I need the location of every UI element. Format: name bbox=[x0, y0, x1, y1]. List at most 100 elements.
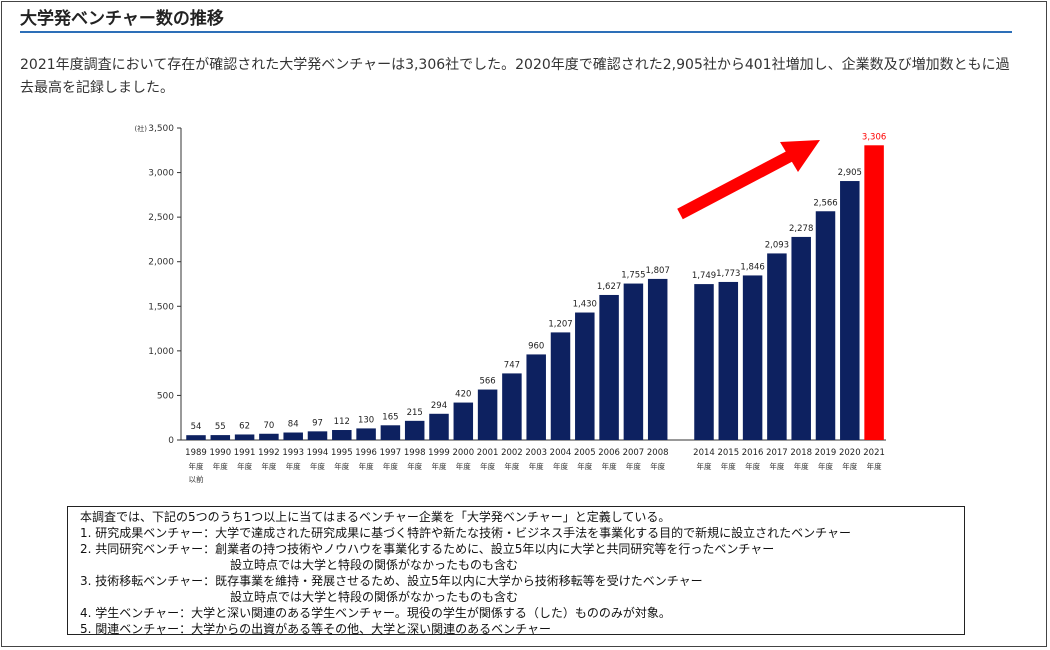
bar-2008 bbox=[647, 278, 668, 440]
title-underline bbox=[20, 31, 1012, 33]
bar-1992 bbox=[259, 433, 279, 440]
x-tick-label-2000: 2000 bbox=[452, 448, 474, 458]
bar-2016 bbox=[742, 275, 763, 440]
x-tick-label-2008: 2008 bbox=[647, 448, 669, 458]
x-tick-sublabel-2014: 年度 bbox=[697, 461, 712, 471]
x-tick-label-1994: 1994 bbox=[307, 448, 329, 458]
value-label-2008: 1,807 bbox=[646, 266, 670, 276]
x-tick-label-2017: 2017 bbox=[766, 448, 788, 458]
note-line: 2. 共同研究ベンチャー：創業者の持つ技術やノウハウを事業化するために、設立5年… bbox=[80, 542, 775, 556]
y-tick-label: 2,500 bbox=[148, 213, 174, 223]
x-tick-label-1989: 1989 bbox=[185, 448, 207, 458]
y-tick-label: 3,000 bbox=[148, 169, 174, 179]
value-label-2019: 2,566 bbox=[813, 198, 837, 208]
value-label-2014: 1,749 bbox=[692, 271, 716, 281]
x-tick-sublabel-2002: 年度 bbox=[504, 461, 519, 471]
y-tick-label: 1,000 bbox=[148, 347, 174, 357]
bar-2019 bbox=[815, 211, 836, 440]
note-line: 本調査では、下記の5つのうち1つ以上に当てはまるベンチャー企業を「大学発ベンチャ… bbox=[80, 510, 671, 524]
value-label-1996: 130 bbox=[358, 415, 374, 425]
x-tick-label-2020: 2020 bbox=[839, 448, 861, 458]
bar-2015 bbox=[718, 281, 739, 440]
value-label-2001: 566 bbox=[479, 377, 495, 387]
bar-2001 bbox=[477, 389, 498, 440]
x-tick-sublabel-2005: 年度 bbox=[577, 461, 592, 471]
x-tick-label-1999: 1999 bbox=[428, 448, 450, 458]
value-label-1999: 294 bbox=[431, 401, 447, 411]
x-tick-sublabel-1990: 年度 bbox=[213, 461, 228, 471]
x-tick-label-2001: 2001 bbox=[477, 448, 499, 458]
value-label-2018: 2,278 bbox=[789, 224, 813, 234]
x-tick-label-2006: 2006 bbox=[598, 448, 620, 458]
x-tick-label-2015: 2015 bbox=[717, 448, 739, 458]
bar-2021 bbox=[864, 145, 884, 441]
x-tick-sublabel-2006: 年度 bbox=[602, 461, 617, 471]
x-tick-sublabel-2017: 年度 bbox=[769, 461, 784, 471]
x-tick-sublabel-1995: 年度 bbox=[334, 461, 349, 471]
bar-1996 bbox=[356, 428, 376, 440]
value-label-2005: 1,430 bbox=[573, 300, 597, 310]
value-label-2020: 2,905 bbox=[838, 168, 862, 178]
intro-paragraph: 2021年度調査において存在が確認された大学発ベンチャーは3,306社でした。2… bbox=[20, 57, 1010, 96]
x-tick-sublabel-1994: 年度 bbox=[310, 461, 325, 471]
x-tick-label-1991: 1991 bbox=[234, 448, 256, 458]
x-tick-sublabel-2016: 年度 bbox=[745, 461, 760, 471]
value-label-1997: 165 bbox=[382, 412, 398, 422]
note-line: 設立時点では大学と特段の関係がなかったものも含む bbox=[230, 558, 519, 572]
x-tick-sublabel-1992: 年度 bbox=[261, 461, 276, 471]
trend-arrow-head bbox=[780, 140, 820, 172]
y-unit-label: (社) bbox=[135, 124, 148, 133]
x-tick-label-2002: 2002 bbox=[501, 448, 523, 458]
x-tick-label-1993: 1993 bbox=[282, 448, 304, 458]
note-line: 3. 技術移転ベンチャー：既存事業を維持・発展させるため、設立5年以内に大学から… bbox=[80, 574, 703, 588]
bar-2020 bbox=[840, 181, 860, 441]
x-tick-label-2019: 2019 bbox=[815, 448, 837, 458]
x-tick-label-1990: 1990 bbox=[209, 448, 231, 458]
x-tick-sublabel-2015: 年度 bbox=[721, 461, 736, 471]
value-label-1994: 97 bbox=[312, 418, 323, 428]
value-label-2004: 1,207 bbox=[548, 319, 572, 329]
y-tick-label: 0 bbox=[168, 436, 174, 446]
value-label-2003: 960 bbox=[528, 341, 544, 351]
bar-2005 bbox=[575, 312, 595, 440]
bar-2007 bbox=[623, 283, 644, 440]
x-tick-label-2014: 2014 bbox=[693, 448, 715, 458]
bar-2004 bbox=[550, 332, 571, 440]
x-tick-label-1992: 1992 bbox=[258, 448, 280, 458]
x-tick-label-2016: 2016 bbox=[742, 448, 764, 458]
value-label-2006: 1,627 bbox=[597, 282, 621, 292]
bar-1991 bbox=[234, 434, 255, 440]
x-tick-sublabel-2007: 年度 bbox=[626, 461, 641, 471]
value-label-2000: 420 bbox=[455, 390, 471, 400]
note-line: 4. 学生ベンチャー：大学と深い関連のある学生ベンチャー。現役の学生が関係する（… bbox=[80, 606, 671, 620]
value-label-1998: 215 bbox=[407, 408, 423, 418]
bar-1990 bbox=[210, 435, 231, 440]
note-line: 1. 研究成果ベンチャー：大学で達成された研究成果に基づく特許や新たな技術・ビジ… bbox=[80, 526, 852, 540]
value-label-2017: 2,093 bbox=[765, 240, 789, 250]
x-tick-extra-label: 以前 bbox=[189, 474, 204, 484]
x-tick-sublabel-2019: 年度 bbox=[818, 461, 833, 471]
note-line: 設立時点では大学と特段の関係がなかったものも含む bbox=[230, 590, 519, 604]
bar-2003 bbox=[526, 354, 546, 440]
y-tick-label: 1,500 bbox=[148, 302, 174, 312]
x-tick-label-2003: 2003 bbox=[525, 448, 547, 458]
y-tick-label: 2,000 bbox=[148, 258, 174, 268]
x-tick-sublabel-2018: 年度 bbox=[794, 461, 809, 471]
value-label-2007: 1,755 bbox=[621, 271, 645, 281]
bar-1999 bbox=[429, 413, 449, 440]
x-tick-sublabel-1999: 年度 bbox=[432, 461, 447, 471]
x-tick-label-1998: 1998 bbox=[404, 448, 426, 458]
value-label-2002: 747 bbox=[504, 360, 520, 370]
x-tick-label-2004: 2004 bbox=[550, 448, 572, 458]
x-tick-label-1995: 1995 bbox=[331, 448, 353, 458]
x-tick-label-2021: 2021 bbox=[863, 448, 885, 458]
venture-count-bar-chart: 0 500 1,000 1,500 2,000 2,500 3,000 3,500(社) 54 1… bbox=[135, 124, 887, 484]
value-label-1992: 70 bbox=[263, 421, 274, 431]
value-label-1993: 84 bbox=[288, 420, 299, 430]
value-label-1989: 54 bbox=[191, 422, 202, 432]
x-tick-sublabel-1991: 年度 bbox=[237, 461, 252, 471]
x-tick-label-2007: 2007 bbox=[623, 448, 645, 458]
y-tick-label: 500 bbox=[157, 391, 174, 401]
y-tick-label: 3,500 bbox=[148, 124, 174, 134]
